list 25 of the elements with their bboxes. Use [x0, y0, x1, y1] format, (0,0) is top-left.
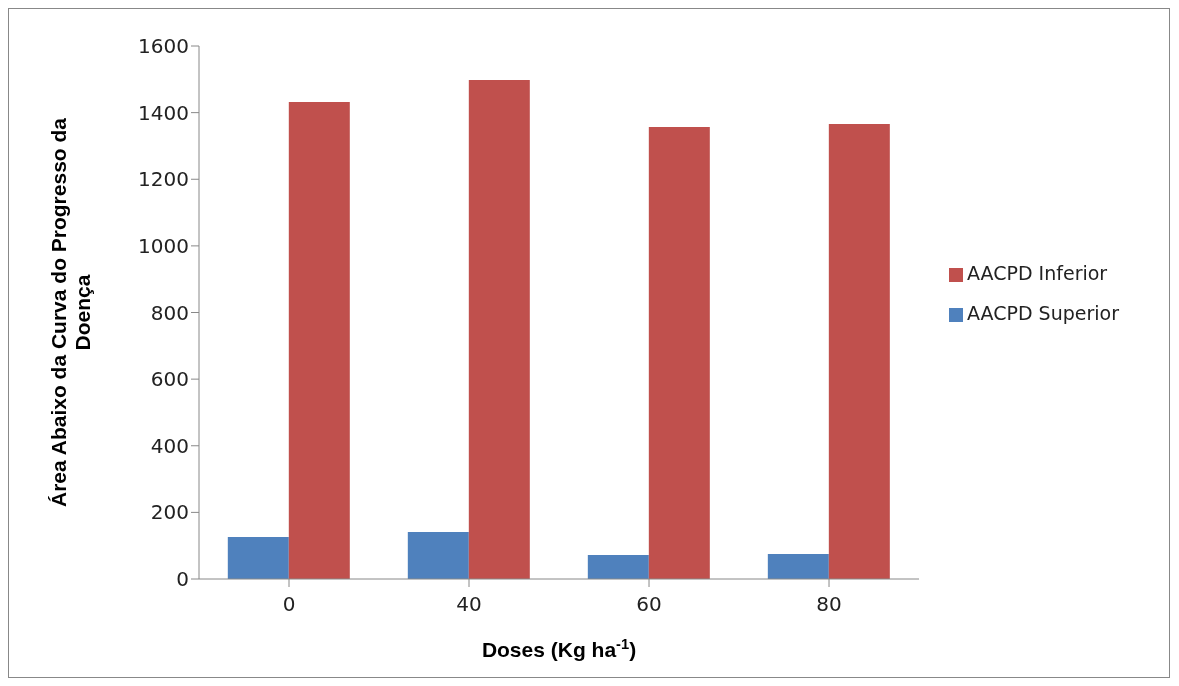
bar	[587, 555, 649, 579]
y-axis-title: Área Abaixo da Curva do Progresso da Doença	[47, 117, 94, 508]
y-tick-label: 1600	[138, 34, 189, 59]
bar	[468, 79, 530, 579]
y-tick-label: 400	[150, 433, 189, 458]
bar	[828, 123, 890, 579]
y-tick-label: 1000	[138, 233, 189, 258]
y-tick-label: 1200	[138, 167, 189, 192]
y-tick-label: 200	[150, 500, 189, 525]
y-tick-label: 800	[150, 300, 189, 325]
y-tick-label: 0	[176, 567, 189, 592]
x-tick-label: 40	[456, 592, 482, 617]
bar	[288, 101, 350, 579]
x-tick-label: 80	[816, 592, 842, 617]
y-tick-label: 1400	[138, 100, 189, 125]
x-tick-label: 60	[636, 592, 662, 617]
bar	[407, 532, 469, 579]
legend-label: AACPD Inferior	[967, 262, 1108, 284]
x-tick-label: 0	[282, 592, 296, 617]
bar	[648, 126, 710, 579]
bar	[227, 537, 289, 579]
bar	[767, 554, 829, 579]
legend-label: AACPD Superior	[967, 302, 1119, 324]
x-axis-title: Doses (Kg ha$^{-1}$)	[481, 636, 637, 661]
y-tick-label: 600	[150, 367, 189, 392]
